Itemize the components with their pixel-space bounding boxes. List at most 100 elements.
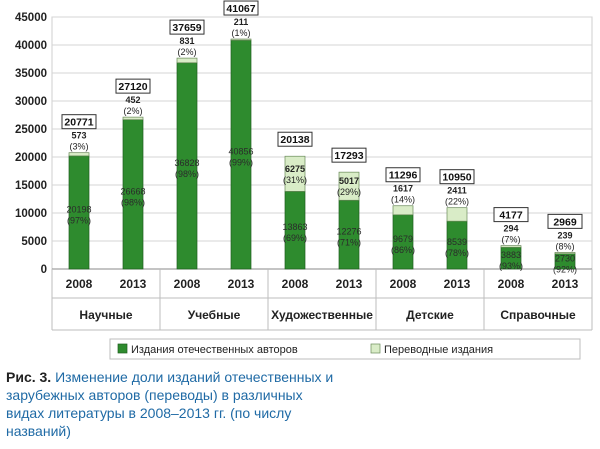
legend-label-domestic: Издания отечественных авторов bbox=[131, 344, 298, 356]
translated-share-label: (1%) bbox=[231, 28, 250, 38]
translated-share-label: (2%) bbox=[123, 106, 142, 116]
total-label: 2969 bbox=[553, 216, 577, 228]
translated-value-label: 239 bbox=[557, 230, 572, 240]
translated-share-label: (14%) bbox=[391, 195, 415, 205]
domestic-share-label: (69%) bbox=[283, 233, 307, 243]
bar-translated bbox=[122, 116, 144, 121]
x-tick-label: 2013 bbox=[552, 277, 579, 291]
x-tick-label: 2008 bbox=[66, 277, 93, 291]
x-tick-label: 2013 bbox=[336, 277, 363, 291]
translated-share-label: (8%) bbox=[555, 241, 574, 251]
y-tick-label: 0 bbox=[41, 264, 47, 276]
x-tick-label: 2008 bbox=[390, 277, 417, 291]
y-tick-label: 25000 bbox=[15, 124, 47, 136]
translated-value-label: 831 bbox=[179, 36, 194, 46]
legend-label-translated: Переводные издания bbox=[384, 344, 493, 356]
domestic-share-label: (98%) bbox=[175, 169, 199, 179]
y-tick-label: 35000 bbox=[15, 68, 47, 80]
translated-value-label: 1617 bbox=[393, 184, 413, 194]
total-label: 41067 bbox=[226, 3, 255, 15]
total-box bbox=[385, 167, 421, 183]
domestic-value-label: 40856 bbox=[228, 147, 253, 157]
total-label: 4177 bbox=[499, 210, 523, 222]
bar-translated bbox=[338, 171, 360, 201]
translated-share-label: (3%) bbox=[69, 142, 88, 152]
total-box bbox=[331, 147, 367, 163]
x-group-label: Научные bbox=[79, 308, 132, 322]
translated-value-label: 6275 bbox=[285, 164, 305, 174]
caption-text: Изменение доли изданий отечественных и з… bbox=[6, 369, 334, 439]
domestic-share-label: (98%) bbox=[121, 197, 145, 207]
total-box bbox=[493, 207, 529, 223]
domestic-share-label: (93%) bbox=[499, 261, 523, 271]
domestic-value-label: 26668 bbox=[120, 186, 145, 196]
y-tick-label: 30000 bbox=[15, 96, 47, 108]
caption-label: Рис. 3. bbox=[6, 369, 52, 385]
x-tick-label: 2013 bbox=[444, 277, 471, 291]
legend-swatch-translated bbox=[370, 343, 381, 354]
domestic-value-label: 13863 bbox=[282, 222, 307, 232]
translated-share-label: (7%) bbox=[501, 235, 520, 245]
total-box bbox=[115, 78, 151, 94]
total-box bbox=[439, 169, 475, 185]
bar-translated bbox=[446, 207, 468, 222]
translated-share-label: (29%) bbox=[337, 187, 361, 197]
translated-share-label: (22%) bbox=[445, 197, 469, 207]
x-tick-label: 2013 bbox=[228, 277, 255, 291]
y-tick-label: 5000 bbox=[21, 236, 47, 248]
translated-value-label: 211 bbox=[234, 17, 249, 27]
x-group-label: Учебные bbox=[188, 308, 241, 322]
x-group-label: Детские bbox=[406, 308, 454, 322]
bar-translated bbox=[68, 152, 90, 157]
total-box bbox=[547, 213, 583, 229]
domestic-value-label: 3883 bbox=[501, 250, 521, 260]
domestic-share-label: (71%) bbox=[337, 238, 361, 248]
translated-share-label: (2%) bbox=[177, 47, 196, 57]
bar-translated bbox=[284, 155, 306, 192]
figure-caption: Рис. 3. Изменение доли изданий отечестве… bbox=[6, 368, 336, 440]
total-box bbox=[61, 114, 97, 130]
domestic-share-label: (97%) bbox=[67, 215, 91, 225]
x-tick-label: 2008 bbox=[282, 277, 309, 291]
domestic-value-label: 20198 bbox=[66, 204, 91, 214]
total-box bbox=[223, 0, 259, 16]
translated-value-label: 2411 bbox=[447, 186, 467, 196]
bar-translated bbox=[554, 252, 576, 255]
domestic-share-label: (92%) bbox=[553, 264, 577, 274]
domestic-value-label: 8539 bbox=[447, 237, 467, 247]
total-label: 17293 bbox=[334, 150, 363, 162]
bar-translated bbox=[392, 205, 414, 216]
total-label: 11296 bbox=[389, 170, 418, 182]
legend-swatch-domestic bbox=[117, 343, 128, 354]
x-tick-label: 2008 bbox=[498, 277, 525, 291]
legend-box bbox=[109, 338, 581, 360]
bar-translated bbox=[176, 57, 198, 64]
domestic-value-label: 36828 bbox=[174, 158, 199, 168]
translated-value-label: 452 bbox=[125, 95, 140, 105]
translated-value-label: 294 bbox=[503, 224, 518, 234]
domestic-share-label: (78%) bbox=[445, 248, 469, 258]
domestic-value-label: 2730 bbox=[555, 253, 575, 263]
translated-share-label: (31%) bbox=[283, 175, 307, 185]
x-group-label: Художественные bbox=[271, 308, 373, 322]
translated-value-label: 5017 bbox=[339, 176, 359, 186]
total-label: 10950 bbox=[442, 172, 471, 184]
y-tick-label: 45000 bbox=[15, 12, 47, 24]
domestic-share-label: (86%) bbox=[391, 245, 415, 255]
total-label: 20771 bbox=[64, 117, 93, 129]
total-box bbox=[277, 131, 313, 147]
bar-translated bbox=[230, 38, 252, 41]
x-tick-label: 2013 bbox=[120, 277, 147, 291]
y-tick-label: 40000 bbox=[15, 40, 47, 52]
domestic-share-label: (99%) bbox=[229, 158, 253, 168]
y-tick-label: 10000 bbox=[15, 208, 47, 220]
total-label: 20138 bbox=[280, 134, 309, 146]
stacked-bar-chart: 0 5000 10000 15000 20000 25000 30000 35000 40000… bbox=[15, 0, 593, 360]
total-box bbox=[169, 19, 205, 35]
total-label: 27120 bbox=[118, 81, 147, 93]
total-label: 37659 bbox=[172, 22, 201, 34]
y-tick-label: 20000 bbox=[15, 152, 47, 164]
translated-value-label: 573 bbox=[71, 131, 86, 141]
y-tick-label: 15000 bbox=[15, 180, 47, 192]
bar-translated bbox=[500, 245, 522, 248]
